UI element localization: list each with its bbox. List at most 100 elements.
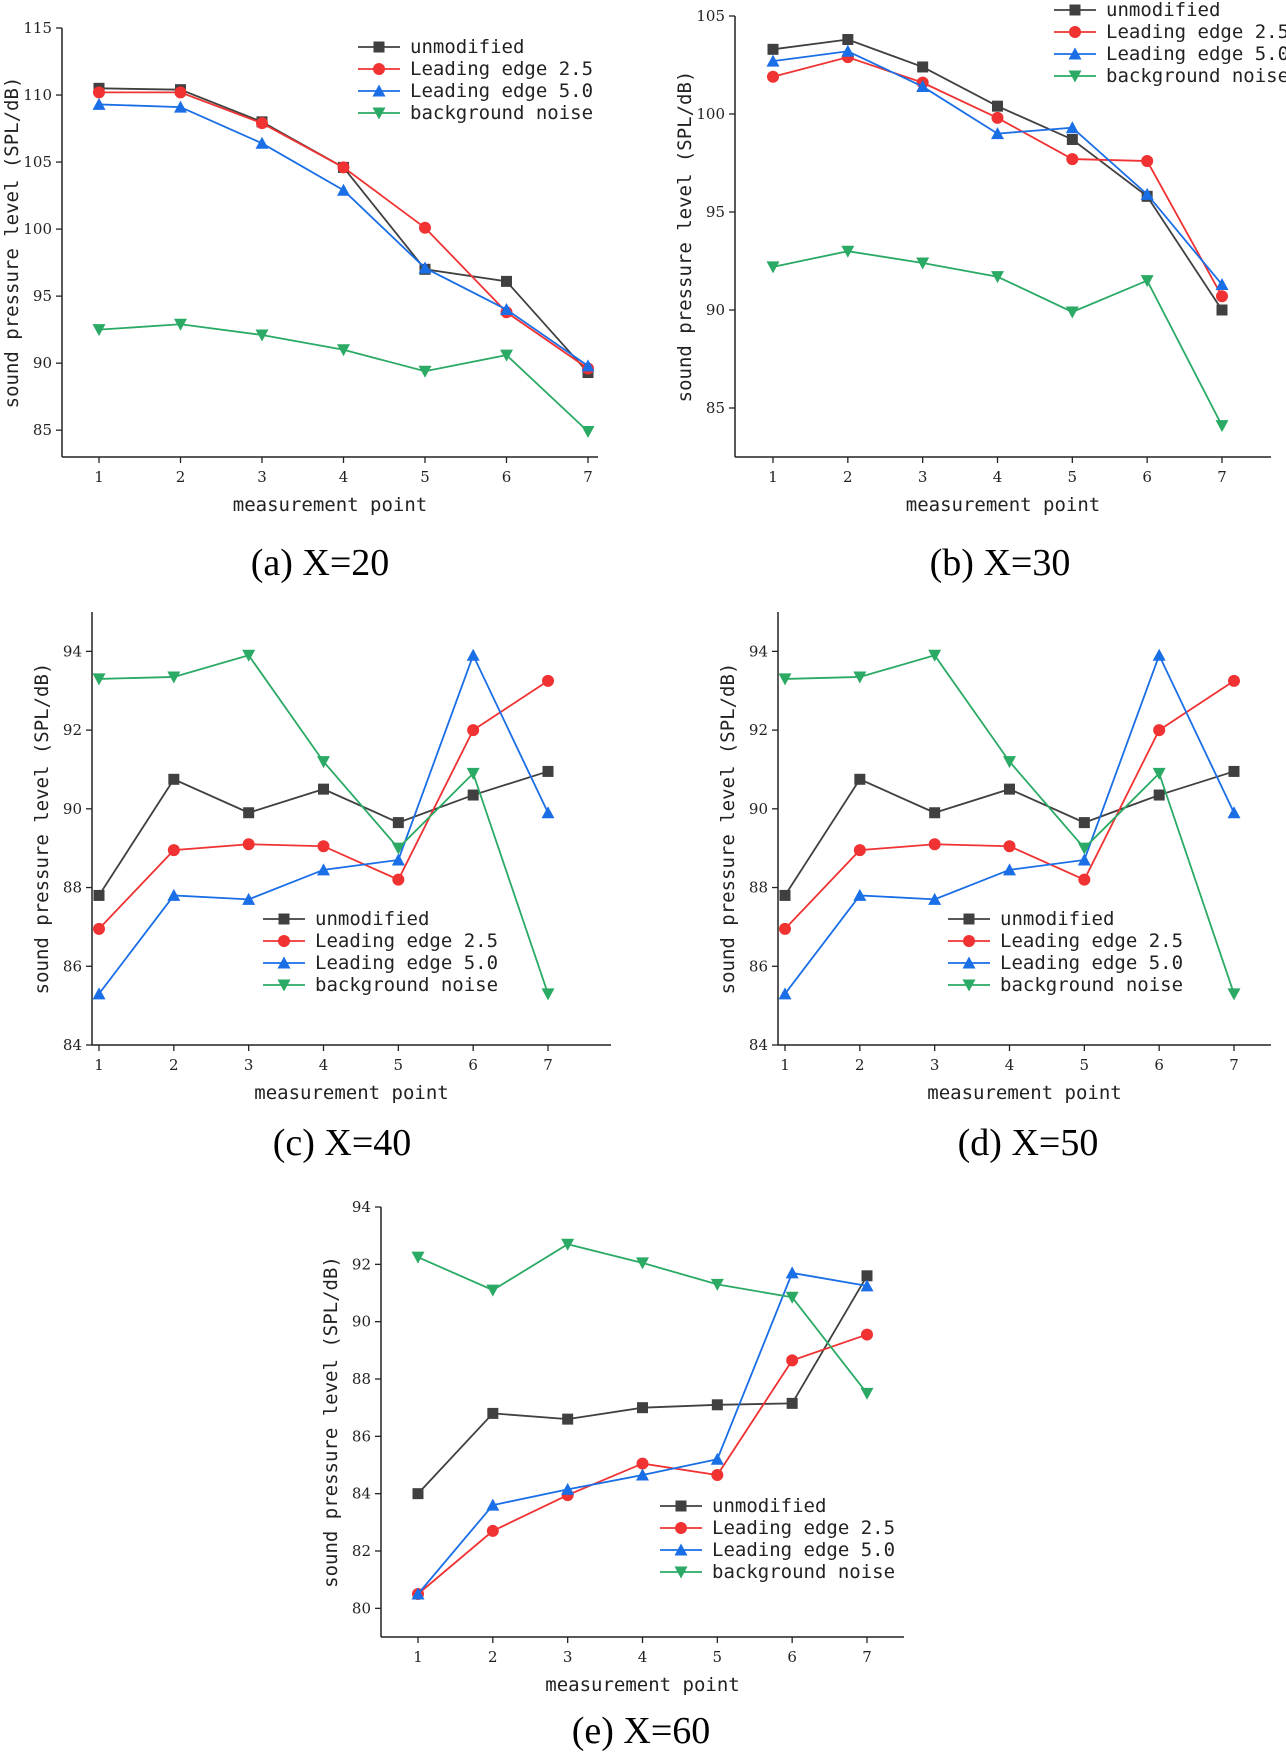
data-point [418, 261, 432, 274]
legend-marker [675, 1522, 687, 1534]
data-point [785, 1291, 799, 1304]
legend-label: background noise [1106, 65, 1286, 87]
series-leading-edge-5-0 [766, 44, 1229, 291]
y-tick-label: 100 [23, 220, 52, 238]
data-point [255, 329, 269, 342]
x-tick-label: 5 [420, 468, 430, 486]
data-point [991, 271, 1004, 284]
data-point [1003, 756, 1016, 769]
x-axis-label: measurement point [927, 1082, 1121, 1104]
data-point [467, 724, 480, 737]
y-tick-label: 84 [749, 1036, 768, 1054]
data-point [542, 674, 554, 687]
data-point [1152, 767, 1166, 780]
data-point [411, 1251, 425, 1264]
y-tick-label: 110 [23, 86, 52, 104]
legend-marker [277, 979, 291, 992]
data-point [174, 318, 187, 331]
data-point [636, 1257, 649, 1270]
data-point [466, 648, 480, 661]
data-point [711, 1469, 724, 1482]
data-point [256, 117, 268, 130]
series-leading-edge-2-5 [93, 86, 594, 375]
data-point [1152, 648, 1166, 661]
legend-label: Leading edge 5.0 [410, 80, 593, 102]
data-point [1003, 863, 1016, 876]
series-leading-edge-5-0 [92, 97, 595, 372]
legend-marker [674, 1566, 688, 1579]
legend-marker [674, 1543, 688, 1556]
x-tick-label: 4 [319, 1056, 329, 1074]
y-tick-label: 85 [33, 421, 52, 439]
data-point [778, 673, 792, 686]
chart-panel-3: 84 86 88 90 92 94 1 2 3 4 5 6 7 measurement point soun… [31, 612, 611, 1164]
data-point [929, 807, 941, 819]
data-point [317, 840, 330, 853]
legend-label: background noise [712, 1561, 895, 1583]
series-line [98, 87, 589, 374]
legend-marker [963, 913, 975, 925]
data-point [636, 1457, 649, 1470]
data-point [501, 275, 512, 287]
data-point [710, 1452, 724, 1465]
data-point [243, 807, 255, 819]
data-point [92, 673, 106, 686]
data-point [1153, 789, 1165, 801]
x-tick-label: 5 [1080, 1056, 1090, 1074]
data-point [337, 344, 350, 357]
data-point [562, 1413, 574, 1425]
y-tick-label: 88 [352, 1370, 371, 1388]
data-point [93, 922, 105, 935]
y-tick-label: 105 [696, 7, 725, 25]
series-leading-edge-2-5 [779, 674, 1240, 935]
x-tick-label: 4 [638, 1648, 648, 1666]
data-point [581, 359, 595, 372]
data-point [916, 257, 930, 270]
data-point [841, 245, 855, 258]
data-point [637, 1402, 648, 1414]
data-point [928, 838, 941, 851]
data-point [93, 889, 105, 901]
data-point [860, 1387, 874, 1400]
x-tick-label: 1 [768, 468, 778, 486]
y-tick-label: 82 [352, 1542, 371, 1560]
data-point [167, 888, 181, 901]
series-background-noise [411, 1238, 874, 1400]
x-tick-label: 5 [1068, 468, 1078, 486]
series-leading-edge-2-5 [767, 51, 1228, 303]
chart-panel-5: 80 82 84 86 88 90 92 94 1 2 3 4 5 6 7 measurement point… [320, 1198, 904, 1752]
data-point [486, 1524, 499, 1537]
legend-label: Leading edge 2.5 [410, 58, 593, 80]
y-tick-label: 88 [63, 879, 82, 897]
data-point [167, 671, 181, 684]
legend-marker [962, 956, 976, 969]
legend-label: background noise [410, 102, 593, 124]
data-point [860, 1279, 874, 1292]
data-point [786, 1354, 799, 1367]
data-point [1077, 853, 1091, 866]
data-point [487, 1407, 499, 1419]
legend-label: unmodified [1000, 908, 1114, 930]
chart-panel-2: 85 90 95 100 105 1 2 3 4 5 6 7 measurement point soun… [674, 0, 1286, 584]
data-point [486, 1284, 500, 1297]
series-line [784, 680, 1235, 930]
x-tick-label: 7 [1229, 1056, 1239, 1074]
panel-caption: (d) X=50 [958, 1122, 1099, 1164]
legend-label: Leading edge 2.5 [1000, 930, 1183, 952]
data-point [337, 161, 350, 174]
series-background-noise [766, 245, 1229, 433]
panel-caption: (a) X=20 [251, 542, 390, 584]
series-unmodified [93, 82, 594, 379]
legend-label: unmodified [712, 1495, 826, 1517]
x-tick-label: 4 [993, 468, 1003, 486]
data-point [1215, 420, 1229, 433]
x-tick-label: 7 [583, 468, 593, 486]
data-point [1065, 121, 1079, 134]
data-point [1153, 724, 1166, 737]
data-point [486, 1498, 500, 1511]
